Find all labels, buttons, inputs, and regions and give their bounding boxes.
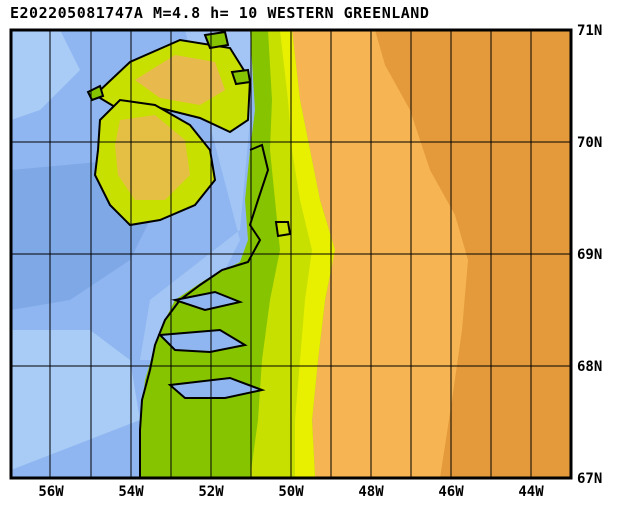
fjord	[167, 376, 266, 399]
lon-label-54w: 54W	[118, 484, 144, 500]
island	[230, 68, 252, 86]
lon-label-52w: 52W	[198, 484, 224, 500]
lon-label-46w: 46W	[438, 484, 464, 500]
fjord	[157, 328, 248, 354]
lat-label-68n: 68N	[577, 359, 602, 375]
shallow-shelf	[11, 330, 140, 470]
peninsula-north-peaks	[135, 55, 225, 105]
lat-label-71n: 71N	[577, 23, 602, 39]
lon-label-56w: 56W	[38, 484, 64, 500]
shallow-shelf-north	[11, 30, 80, 120]
lat-label-67n: 67N	[577, 471, 602, 487]
island	[274, 221, 292, 238]
lon-label-44w: 44W	[518, 484, 544, 500]
map-frame	[9, 28, 573, 480]
lon-label-50w: 50W	[278, 484, 304, 500]
lat-label-70n: 70N	[577, 135, 602, 151]
fjord	[171, 290, 244, 312]
lon-label-48w: 48W	[358, 484, 384, 500]
island	[203, 30, 230, 50]
lat-label-69n: 69N	[577, 247, 602, 263]
graticule	[11, 30, 571, 478]
map-title: E202205081747A M=4.8 h= 10 WESTERN GREEN…	[10, 4, 430, 22]
